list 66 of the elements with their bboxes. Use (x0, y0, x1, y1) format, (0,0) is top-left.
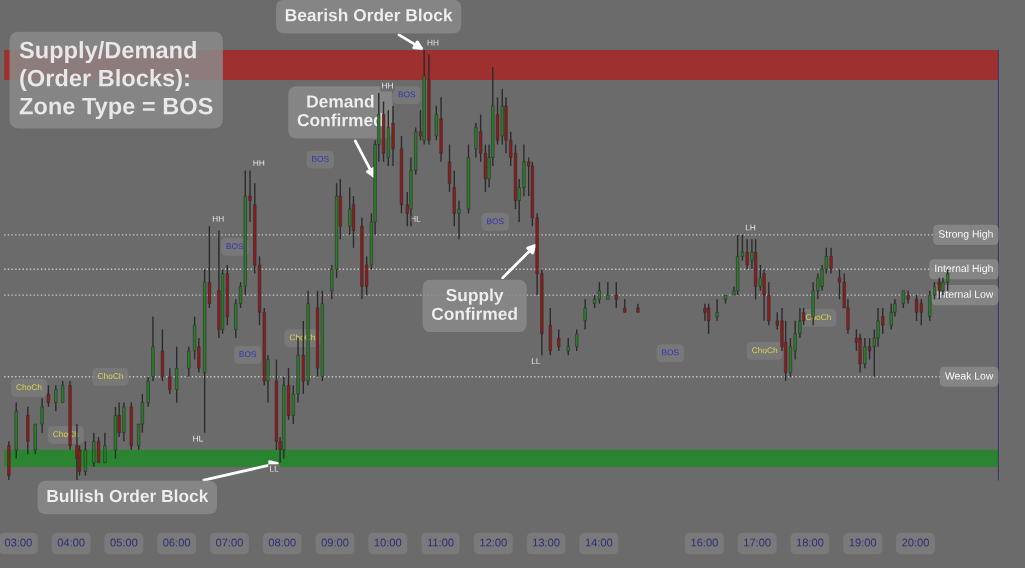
annotation: ChoCh (97, 372, 123, 379)
x-tick-label: 07:00 (215, 538, 243, 547)
annotation: HL (410, 216, 421, 222)
x-tick-label: 09:00 (321, 538, 349, 547)
x-tick-label: 19:00 (849, 538, 877, 547)
x-tick-label: 05:00 (110, 538, 138, 547)
x-tick-label: 16:00 (691, 538, 718, 547)
candlestick (175, 345, 179, 404)
candlestick (40, 397, 44, 434)
candlestick (61, 380, 65, 404)
annotation: LL (531, 358, 541, 365)
candlestick (597, 281, 601, 305)
candlestick (96, 436, 101, 464)
x-tick-label: 04:00 (57, 538, 85, 547)
candlestick (583, 298, 587, 331)
x-tick-label: 13:00 (533, 538, 560, 547)
annotation: HL (193, 435, 203, 442)
ref-line-label: Strong High (938, 230, 993, 240)
candlestick (715, 298, 719, 322)
candlestick (889, 302, 893, 331)
annotation: ChoCh (16, 384, 42, 391)
annotation: BOS (662, 349, 679, 356)
annotation: BOS (398, 91, 416, 98)
x-tick-label: 18:00 (796, 538, 824, 547)
candlestick (168, 367, 172, 395)
candlestick (928, 290, 932, 322)
annotation: BOS (487, 218, 504, 225)
annotation: Supply Confirmed (431, 288, 517, 320)
annotation: BOS (312, 155, 329, 162)
text: Supply/Demand (Order Blocks): Zone Type = BOS (19, 41, 213, 120)
candlestick (187, 345, 191, 378)
ref-line-label: Weak Low (944, 371, 994, 380)
annotation: HH (212, 216, 224, 222)
x-tick-label: 17:00 (744, 538, 771, 547)
x-tick-label: 12:00 (480, 538, 507, 547)
candlestick (575, 328, 579, 352)
x-tick-label: 06:00 (163, 538, 191, 547)
annotation: HH (382, 82, 393, 89)
annotation: ChoCh (752, 347, 778, 354)
annotation: HH (253, 160, 265, 166)
candlestick (447, 143, 452, 193)
candlestick (707, 302, 711, 335)
annotation: BOS (239, 351, 257, 358)
candlestick (606, 281, 610, 301)
annotation: LL (270, 465, 279, 472)
annotation: Bullish Order Block (47, 489, 209, 503)
candlestick (54, 384, 58, 412)
candlestick (614, 281, 618, 309)
candlestick (348, 186, 352, 236)
candlestick (914, 294, 919, 322)
annotation: Bearish Order Block (285, 8, 453, 22)
candlestick (557, 328, 561, 352)
x-tick-label: 11:00 (427, 538, 454, 547)
candlestick (703, 302, 707, 322)
x-tick-label: 14:00 (585, 538, 613, 547)
candlestick (867, 337, 872, 361)
annotation: HH (427, 39, 439, 46)
candlestick (919, 298, 923, 326)
annotation: LH (745, 224, 756, 231)
x-tick-label: 08:00 (268, 538, 296, 547)
x-tick-label: 20:00 (902, 538, 929, 547)
candlestick (46, 384, 51, 408)
candlestick (146, 376, 150, 408)
x-tick-label: 03:00 (4, 538, 32, 547)
x-tick-label: 10:00 (374, 538, 402, 547)
ref-line-label: Internal High (935, 264, 993, 275)
